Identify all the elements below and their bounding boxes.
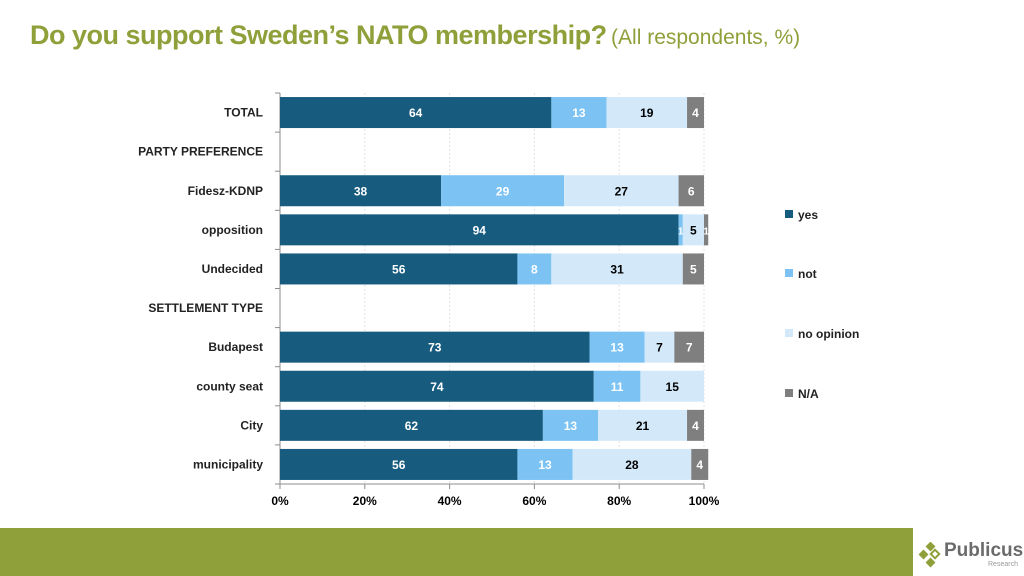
bar-segment-n-a [691,448,709,480]
bar-segment-yes [280,370,594,402]
data-label: 94 [473,223,487,237]
legend-label: no opinion [798,327,859,341]
data-label: 8 [531,262,538,276]
data-label: 13 [564,419,578,433]
bar-segment-no-opinion [644,331,675,363]
logo-name: Publicus [944,540,1024,561]
category-label: municipality [193,457,263,471]
legend-swatch [785,269,793,277]
x-tick-label: 0% [271,494,289,508]
bar-segment-no-opinion [682,214,704,246]
data-label: 4 [692,106,699,120]
bar-segment-no-opinion [606,97,688,129]
bar-segment-no-opinion [564,175,679,207]
bar-segment-yes [280,253,518,285]
data-label: 62 [405,419,419,433]
category-label: Fidesz-KDNP [188,184,263,198]
category-label: Undecided [202,262,263,276]
bar-segment-no-opinion [551,253,683,285]
title-main: Do you support Sweden’s NATO membership? [30,20,607,50]
bar-segment-yes [280,214,679,246]
bar-segment-not [517,448,573,480]
data-label: 15 [666,380,680,394]
chart-title: Do you support Sweden’s NATO membership?… [30,20,800,51]
data-label: 6 [688,184,695,198]
bar-segment-no-opinion [598,409,688,441]
data-label: 29 [496,184,510,198]
data-label: 4 [696,458,703,472]
data-label: 1 [678,226,684,237]
data-label: 73 [428,341,442,355]
bar-segment-not [542,409,598,441]
legend-label: yes [798,208,818,222]
bar-segment-no-opinion [572,448,692,480]
bar-segment-yes [280,409,543,441]
x-tick-label: 60% [522,494,546,508]
title-sub: (All respondents, %) [611,26,801,49]
data-label: 5 [690,223,697,237]
data-label: 11 [611,380,624,394]
legend-label: N/A [798,387,819,401]
data-label: 27 [615,184,629,198]
x-tick-label: 40% [438,494,462,508]
data-label: 56 [392,262,406,276]
data-label: 31 [610,262,624,276]
data-label: 7 [686,341,693,355]
publicus-logo: Publicus Research [918,538,1024,574]
category-label: county seat [196,379,263,393]
data-label: 13 [538,458,552,472]
x-tick-label: 100% [689,494,720,508]
logo-sub: Research [988,561,1018,568]
bar-segment-not [593,370,641,402]
bar-segment-not [678,214,683,246]
data-label: 21 [636,419,650,433]
data-label: 4 [692,419,699,433]
data-label: 13 [572,106,586,120]
bar-segment-no-opinion [640,370,704,402]
bar-segment-n-a [687,409,704,441]
logo-mark-icon [918,542,941,568]
legend-label: not [798,267,817,281]
legend-swatch [785,329,793,337]
bar-segment-not [551,97,607,129]
bar-segment-yes [280,97,552,129]
category-label: SETTLEMENT TYPE [148,301,263,315]
category-label: Budapest [208,340,263,354]
category-label: PARTY PREFERENCE [138,145,263,159]
category-label: TOTAL [224,106,263,120]
bar-segment-n-a [682,253,704,285]
data-label: 38 [354,184,368,198]
data-label: 56 [392,458,406,472]
bar-segment-not [589,331,645,363]
legend-swatch [785,389,793,397]
data-label: 74 [430,380,444,394]
bar-segment-n-a [678,175,704,207]
data-label: 64 [409,106,423,120]
data-label: 13 [610,341,624,355]
data-label: 19 [640,106,654,120]
bar-segment-yes [280,175,442,207]
bar-segment-yes [280,448,518,480]
footer-band [0,528,913,576]
category-label: opposition [202,223,263,237]
category-label: City [240,418,263,432]
data-label: 28 [625,458,639,472]
bar-segment-n-a [687,97,704,129]
bar-segment-yes [280,331,590,363]
x-tick-label: 20% [353,494,377,508]
legend-swatch [785,210,793,218]
bar-segment-not [441,175,565,207]
bar-segment-n-a [674,331,704,363]
bar-segment-not [517,253,552,285]
data-label: 7 [656,341,663,355]
data-label: 1 [703,226,709,237]
data-label: 5 [690,262,697,276]
x-tick-label: 80% [607,494,631,508]
bar-segment-n-a [704,214,709,246]
